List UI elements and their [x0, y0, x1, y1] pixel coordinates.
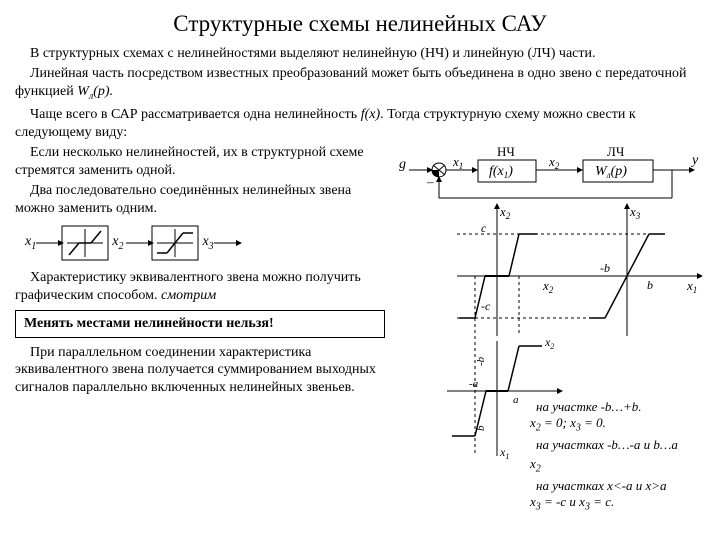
bd-nch: НЧ	[497, 144, 515, 159]
paragraph-1: В структурных схемах с нелинейностями вы…	[15, 45, 705, 63]
arrow-icon	[36, 238, 61, 248]
p3a: Чаще всего в САР рассматривается одна не…	[30, 107, 361, 122]
sb-x1: x1	[25, 233, 36, 253]
p6b: смотрим	[161, 288, 216, 303]
paragraph-3: Чаще всего в САР рассматривается одна не…	[15, 106, 705, 141]
paragraph-5: Два последовательно соединённых нелинейн…	[15, 182, 385, 217]
paragraph-7: При параллельном соединении характеристи…	[15, 344, 385, 397]
bd-x1: x1	[452, 154, 463, 171]
deadzone-block-icon	[61, 225, 109, 261]
p2-text: Линейная часть посредством известных пре…	[15, 66, 686, 99]
page-title: Структурные схемы нелинейных САУ	[15, 10, 705, 39]
svg-text:x2: x2	[499, 204, 511, 221]
p3b: f(x)	[361, 107, 380, 122]
arrow-icon	[126, 238, 151, 248]
paragraph-2: Линейная часть посредством известных пре…	[15, 65, 705, 103]
svg-text:x3: x3	[629, 204, 641, 221]
bd-wl: Wл(p)	[595, 164, 627, 180]
paragraph-6: Характеристику эквивалентного звена можн…	[15, 269, 385, 304]
arrow-icon	[214, 238, 239, 248]
bd-minus: –	[426, 174, 434, 189]
sb-x3: x3	[202, 233, 213, 253]
main-block-diagram: g – x1 НЧ f(x1)	[397, 146, 707, 204]
svg-text:b: b	[647, 278, 653, 292]
bd-fx: f(x1)	[489, 164, 513, 180]
sb-x2: x2	[112, 233, 123, 253]
svg-text:-c: -c	[481, 299, 491, 313]
bd-g: g	[399, 157, 406, 172]
pw-line2: на участках -b…-a и b…a	[530, 437, 710, 453]
bd-y: y	[690, 153, 699, 168]
svg-text:x1: x1	[499, 445, 509, 461]
series-blocks: x1 x2 x3	[25, 225, 385, 261]
pw-line2b: x2	[530, 456, 710, 476]
bd-lch: ЛЧ	[607, 144, 625, 159]
saturation-block-icon	[151, 225, 199, 261]
svg-text:-b: -b	[600, 261, 610, 275]
p2-wp: (p).	[93, 84, 113, 99]
pw-line1: на участке -b…+b. x2 = 0; x3 = 0.	[530, 399, 710, 435]
svg-text:x1: x1	[686, 278, 697, 295]
svg-text:-a: -a	[469, 378, 479, 390]
svg-text:-b: -b	[475, 356, 487, 366]
svg-text:c: c	[481, 221, 487, 235]
svg-text:x2: x2	[542, 278, 554, 295]
svg-text:a: a	[513, 394, 519, 406]
bd-x2: x2	[548, 154, 560, 171]
svg-text:b: b	[475, 425, 487, 431]
svg-text:x2: x2	[544, 335, 554, 351]
pw-line3: на участках x<-a и x>a x3 = -c и x3 = c.	[530, 478, 710, 514]
paragraph-4: Если несколько нелинейностей, их в струк…	[15, 144, 385, 179]
piecewise-text: на участке -b…+b. x2 = 0; x3 = 0. на уча…	[530, 399, 710, 516]
warning-box: Менять местами нелинейности нельзя!	[15, 310, 385, 338]
p2-w: W	[77, 84, 89, 99]
